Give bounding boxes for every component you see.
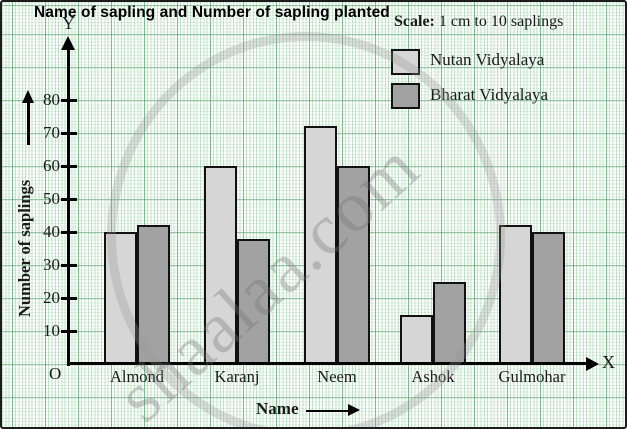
y-tick-30 (61, 263, 77, 267)
y-tick-label-30: 30 (43, 255, 60, 274)
y-tick-label-10: 10 (43, 321, 60, 340)
category-label-neem: Neem (317, 367, 357, 386)
y-axis-line (67, 46, 70, 366)
x-axis-title: Name (256, 399, 299, 418)
y-tick-label-60: 60 (43, 156, 60, 175)
scale-note-label: Scale: (394, 13, 435, 30)
chart-title: Name of sapling and Number of sapling pl… (34, 4, 390, 21)
y-label-arrow-line (27, 102, 30, 145)
y-tick-50 (61, 197, 77, 201)
bar-karanj-nutan (204, 166, 237, 364)
y-tick-80 (61, 98, 77, 102)
scale-note: Scale: 1 cm to 10 saplings (394, 13, 563, 31)
bar-neem-nutan (304, 126, 337, 364)
y-axis-arrow-icon (61, 36, 75, 50)
bar-gulmohar-bharat (532, 232, 565, 364)
category-label-almond: Almond (109, 367, 165, 386)
bar-ashok-bharat (433, 281, 466, 364)
y-axis-letter: Y (62, 13, 75, 33)
legend-label-bharat: Bharat Vidyalaya (430, 85, 549, 104)
x-label-arrow-icon (348, 404, 360, 416)
legend-label-nutan: Nutan Vidyalaya (430, 50, 545, 69)
y-tick-60 (61, 164, 77, 168)
y-tick-10 (61, 329, 77, 333)
category-label-gulmohar: Gulmohar (498, 367, 566, 386)
bar-almond-bharat (137, 225, 170, 364)
category-label-karanj: Karanj (214, 367, 260, 386)
x-axis-line (67, 362, 588, 365)
y-label-arrow-icon (22, 90, 34, 103)
y-tick-40 (61, 230, 77, 234)
bar-karanj-bharat (237, 238, 270, 364)
y-tick-label-50: 50 (43, 189, 60, 208)
legend-swatch-nutan (391, 49, 420, 75)
origin-label: O (49, 364, 62, 383)
bar-ashok-nutan (400, 314, 433, 364)
scale-note-value: 1 cm to 10 saplings (438, 13, 564, 30)
y-tick-20 (61, 296, 77, 300)
y-tick-label-70: 70 (43, 123, 60, 142)
x-axis-arrow-icon (586, 356, 599, 371)
x-axis-letter: X (602, 352, 615, 372)
category-label-ashok: Ashok (411, 367, 455, 386)
x-label-arrow-line (306, 409, 350, 413)
y-tick-label-40: 40 (43, 222, 60, 241)
y-tick-label-80: 80 (43, 90, 60, 109)
y-tick-70 (61, 131, 77, 135)
y-tick-label-20: 20 (43, 288, 60, 307)
legend-swatch-bharat (391, 83, 420, 109)
bar-almond-nutan (104, 232, 137, 364)
bar-gulmohar-nutan (499, 225, 532, 364)
bar-neem-bharat (337, 166, 370, 364)
